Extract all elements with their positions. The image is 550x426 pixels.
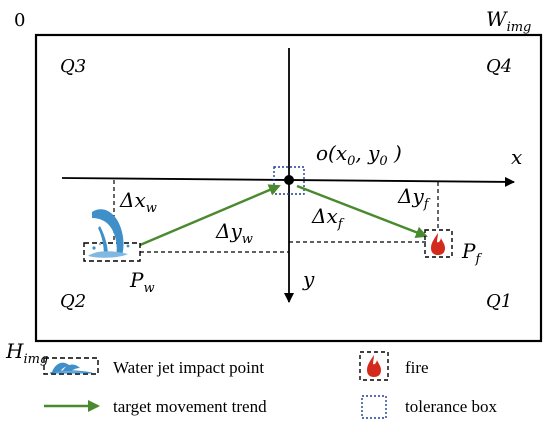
legend-fire-box [359,351,389,381]
legend-fire-icon [367,355,381,377]
origin-label: 0 [14,10,25,31]
quadrant-q2-label: Q2 [60,291,86,312]
center-label: o(x0, y0 ) [316,141,402,169]
legend-trend-label: target movement trend [113,397,267,416]
trend-arrow-fire [296,184,428,238]
point-pw-label: Pw [129,268,155,296]
quadrant-q3-label: Q3 [60,56,86,77]
quadrant-q4-label: Q4 [486,56,512,77]
fire-icon [431,233,445,255]
legend-tolerance-label: tolerance box [405,397,498,416]
legend-water-label: Water jet impact point [113,358,264,377]
water-impact-box [83,242,141,262]
image-frame [34,33,543,343]
delta-yf-label: Δyf [397,184,431,212]
center-point [284,175,294,185]
trend-arrow-water [139,184,281,247]
y-axis-label: y [302,267,315,291]
legend-water-box [43,357,99,375]
legend-tolerance-box [361,395,387,419]
legend-water-splash-icon [49,362,93,374]
delta-xf-label: Δxf [311,204,345,232]
fire-box [424,229,453,258]
x-axis-label: x [511,145,522,169]
quadrant-q1-label: Q1 [486,291,512,312]
water-splash-icon [88,209,130,258]
width-label: Wimg [486,7,531,35]
delta-yw-label: Δyw [215,219,253,247]
legend: Water jet impact point fire target movem… [43,351,498,419]
height-label: Himg [5,339,48,367]
point-pf-label: Pf [461,239,482,267]
tolerance-box [273,166,305,195]
delta-xw-label: Δxw [119,188,157,216]
legend-fire-label: fire [405,358,429,377]
